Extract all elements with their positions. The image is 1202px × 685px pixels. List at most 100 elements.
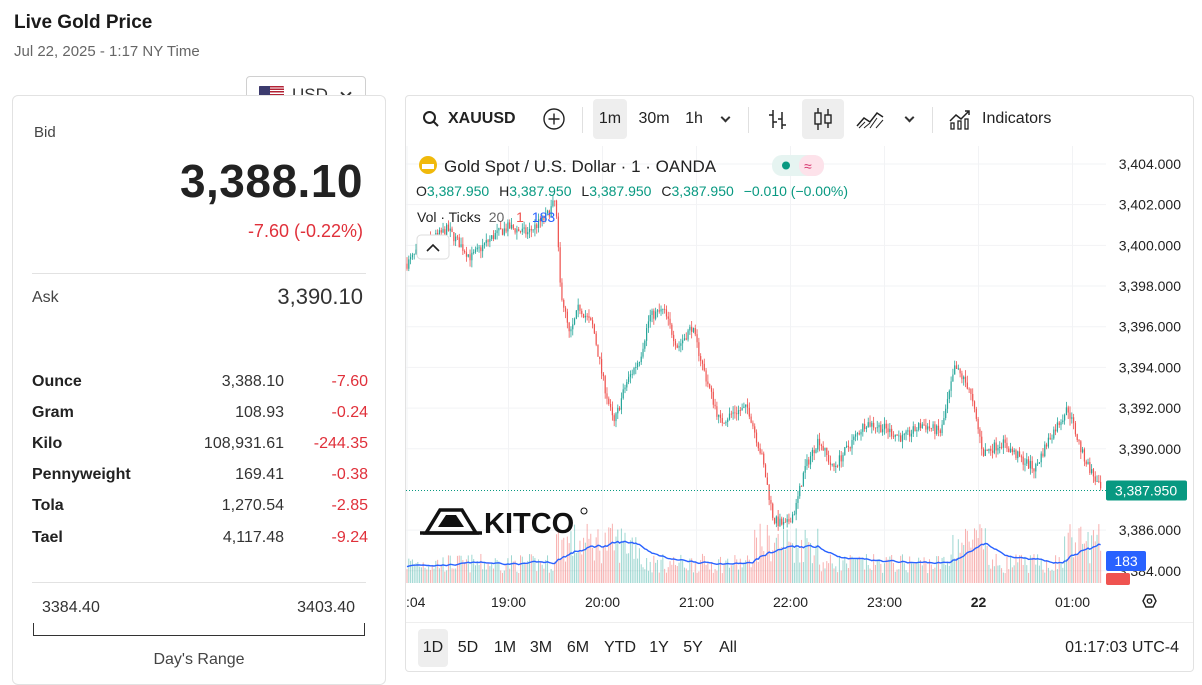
range-1m-button[interactable]: 1M xyxy=(493,639,517,656)
price-chart[interactable]: KITCO Gold Spot / U.S. Dollar · 1 · OAND… xyxy=(406,96,1194,622)
candle-body xyxy=(712,391,714,405)
volume-bar xyxy=(1033,554,1035,583)
candle-body xyxy=(1044,444,1046,457)
volume-bar xyxy=(723,563,725,583)
toolbar-separator xyxy=(932,107,933,133)
y-tick-label: 3,398.000 xyxy=(1119,278,1181,294)
candle-body xyxy=(806,459,808,466)
volume-bar xyxy=(743,562,745,583)
volume-bar xyxy=(1082,543,1084,583)
candle-body xyxy=(921,424,923,428)
candle-body xyxy=(622,389,624,399)
volume-bar xyxy=(932,569,934,583)
x-tick-label: 01:00 xyxy=(1055,594,1090,610)
candle-body xyxy=(527,232,529,235)
candle-body xyxy=(887,428,889,433)
candle-body xyxy=(1064,415,1066,421)
volume-bar xyxy=(419,566,421,583)
volume-bar xyxy=(480,553,482,583)
volume-bar xyxy=(871,570,873,583)
volume-bar xyxy=(682,560,684,583)
unit-change: -244.35 xyxy=(313,434,368,452)
volume-bar xyxy=(1083,543,1085,583)
legend-title: Gold Spot / U.S. Dollar · 1 · OANDA xyxy=(444,157,717,176)
volume-bar xyxy=(624,532,626,583)
volume-bar xyxy=(847,568,849,583)
volume-bar xyxy=(638,548,640,583)
candle-body xyxy=(977,418,979,430)
candle-body xyxy=(734,412,736,414)
volume-bar xyxy=(631,537,633,583)
volume-bar xyxy=(601,563,603,583)
volume-bar xyxy=(1055,555,1057,583)
volume-bar xyxy=(613,550,615,583)
candle-body xyxy=(707,381,709,385)
volume-bar xyxy=(428,566,430,583)
range-3m-button[interactable]: 3M xyxy=(529,639,553,656)
interval-1h-button[interactable]: 1h xyxy=(685,110,703,127)
candle-body xyxy=(880,424,882,433)
candle-body xyxy=(440,230,442,233)
candle-body xyxy=(973,401,976,409)
candle-body xyxy=(480,247,482,252)
plus-circle-icon xyxy=(543,108,565,130)
volume-bar xyxy=(1051,569,1053,583)
candle-body xyxy=(775,516,777,524)
candle-body xyxy=(869,422,871,427)
range-1d-button[interactable]: 1D xyxy=(418,629,448,667)
volume-bar xyxy=(936,556,938,583)
candle-body xyxy=(963,376,965,380)
range-6m-button[interactable]: 6M xyxy=(566,639,590,656)
candle-body xyxy=(829,462,831,465)
candle-body xyxy=(474,249,477,253)
candle-body xyxy=(467,254,469,257)
range-ytd-button[interactable]: YTD xyxy=(604,639,636,656)
bar-style-button[interactable] xyxy=(760,99,794,139)
price-axis[interactable]: 3,404.000 3,402.000 3,400.000 3,398.000 3,39… xyxy=(1119,156,1181,579)
candles-style-button[interactable] xyxy=(802,99,844,139)
volume-bar xyxy=(1038,565,1040,583)
interval-30m-button[interactable]: 30m xyxy=(638,110,670,127)
day-range-label: Day's Range xyxy=(153,651,245,668)
candle-body xyxy=(458,237,460,248)
candle-body xyxy=(905,431,907,435)
interval-1m-button[interactable]: 1m xyxy=(593,99,627,139)
range-5d-button[interactable]: 5D xyxy=(457,639,479,656)
volume-bar xyxy=(449,555,451,583)
time-axis[interactable]: :04 19:00 20:00 21:00 22:00 23:00 22 01:00 xyxy=(406,594,1090,610)
candle-body xyxy=(930,428,932,429)
volume-bar xyxy=(1044,572,1046,583)
chart-settings-button[interactable] xyxy=(1142,594,1157,608)
volume-bar xyxy=(574,524,576,583)
y-tick-label: 3,392.000 xyxy=(1119,400,1181,416)
volume-bar xyxy=(799,562,801,583)
candle-body xyxy=(444,229,446,236)
volume-bar xyxy=(473,559,475,583)
volume-bar xyxy=(489,566,491,583)
unit-price: 108.93 xyxy=(235,403,284,421)
unit-name: Tola xyxy=(32,497,64,515)
collapse-legend-button[interactable] xyxy=(416,234,450,260)
range-5y-button[interactable]: 5Y xyxy=(683,639,703,656)
range-all-button[interactable]: All xyxy=(719,639,737,656)
candle-body xyxy=(438,230,441,235)
volume-bar xyxy=(701,553,703,583)
candle-body xyxy=(644,340,646,349)
volume-bar xyxy=(959,552,961,583)
candle-body xyxy=(946,398,949,409)
volume-bar xyxy=(635,537,637,583)
symbol-search-button[interactable]: XAUUSD xyxy=(416,99,516,139)
compare-symbol-button[interactable] xyxy=(538,99,570,139)
indicators-button[interactable]: Indicators xyxy=(944,99,1066,139)
candle-body xyxy=(1058,422,1060,426)
candle-body xyxy=(1024,463,1026,465)
volume-bar xyxy=(426,569,428,583)
x-tick-label: :04 xyxy=(406,594,426,610)
chart-clock: 01:17:03 UTC-4 xyxy=(1065,639,1179,656)
candle-body xyxy=(473,252,475,254)
area-style-button[interactable] xyxy=(852,99,888,139)
volume-bar xyxy=(815,545,817,583)
range-1y-button[interactable]: 1Y xyxy=(649,639,669,656)
volume-bar xyxy=(1017,562,1019,583)
candle-body xyxy=(900,435,902,442)
